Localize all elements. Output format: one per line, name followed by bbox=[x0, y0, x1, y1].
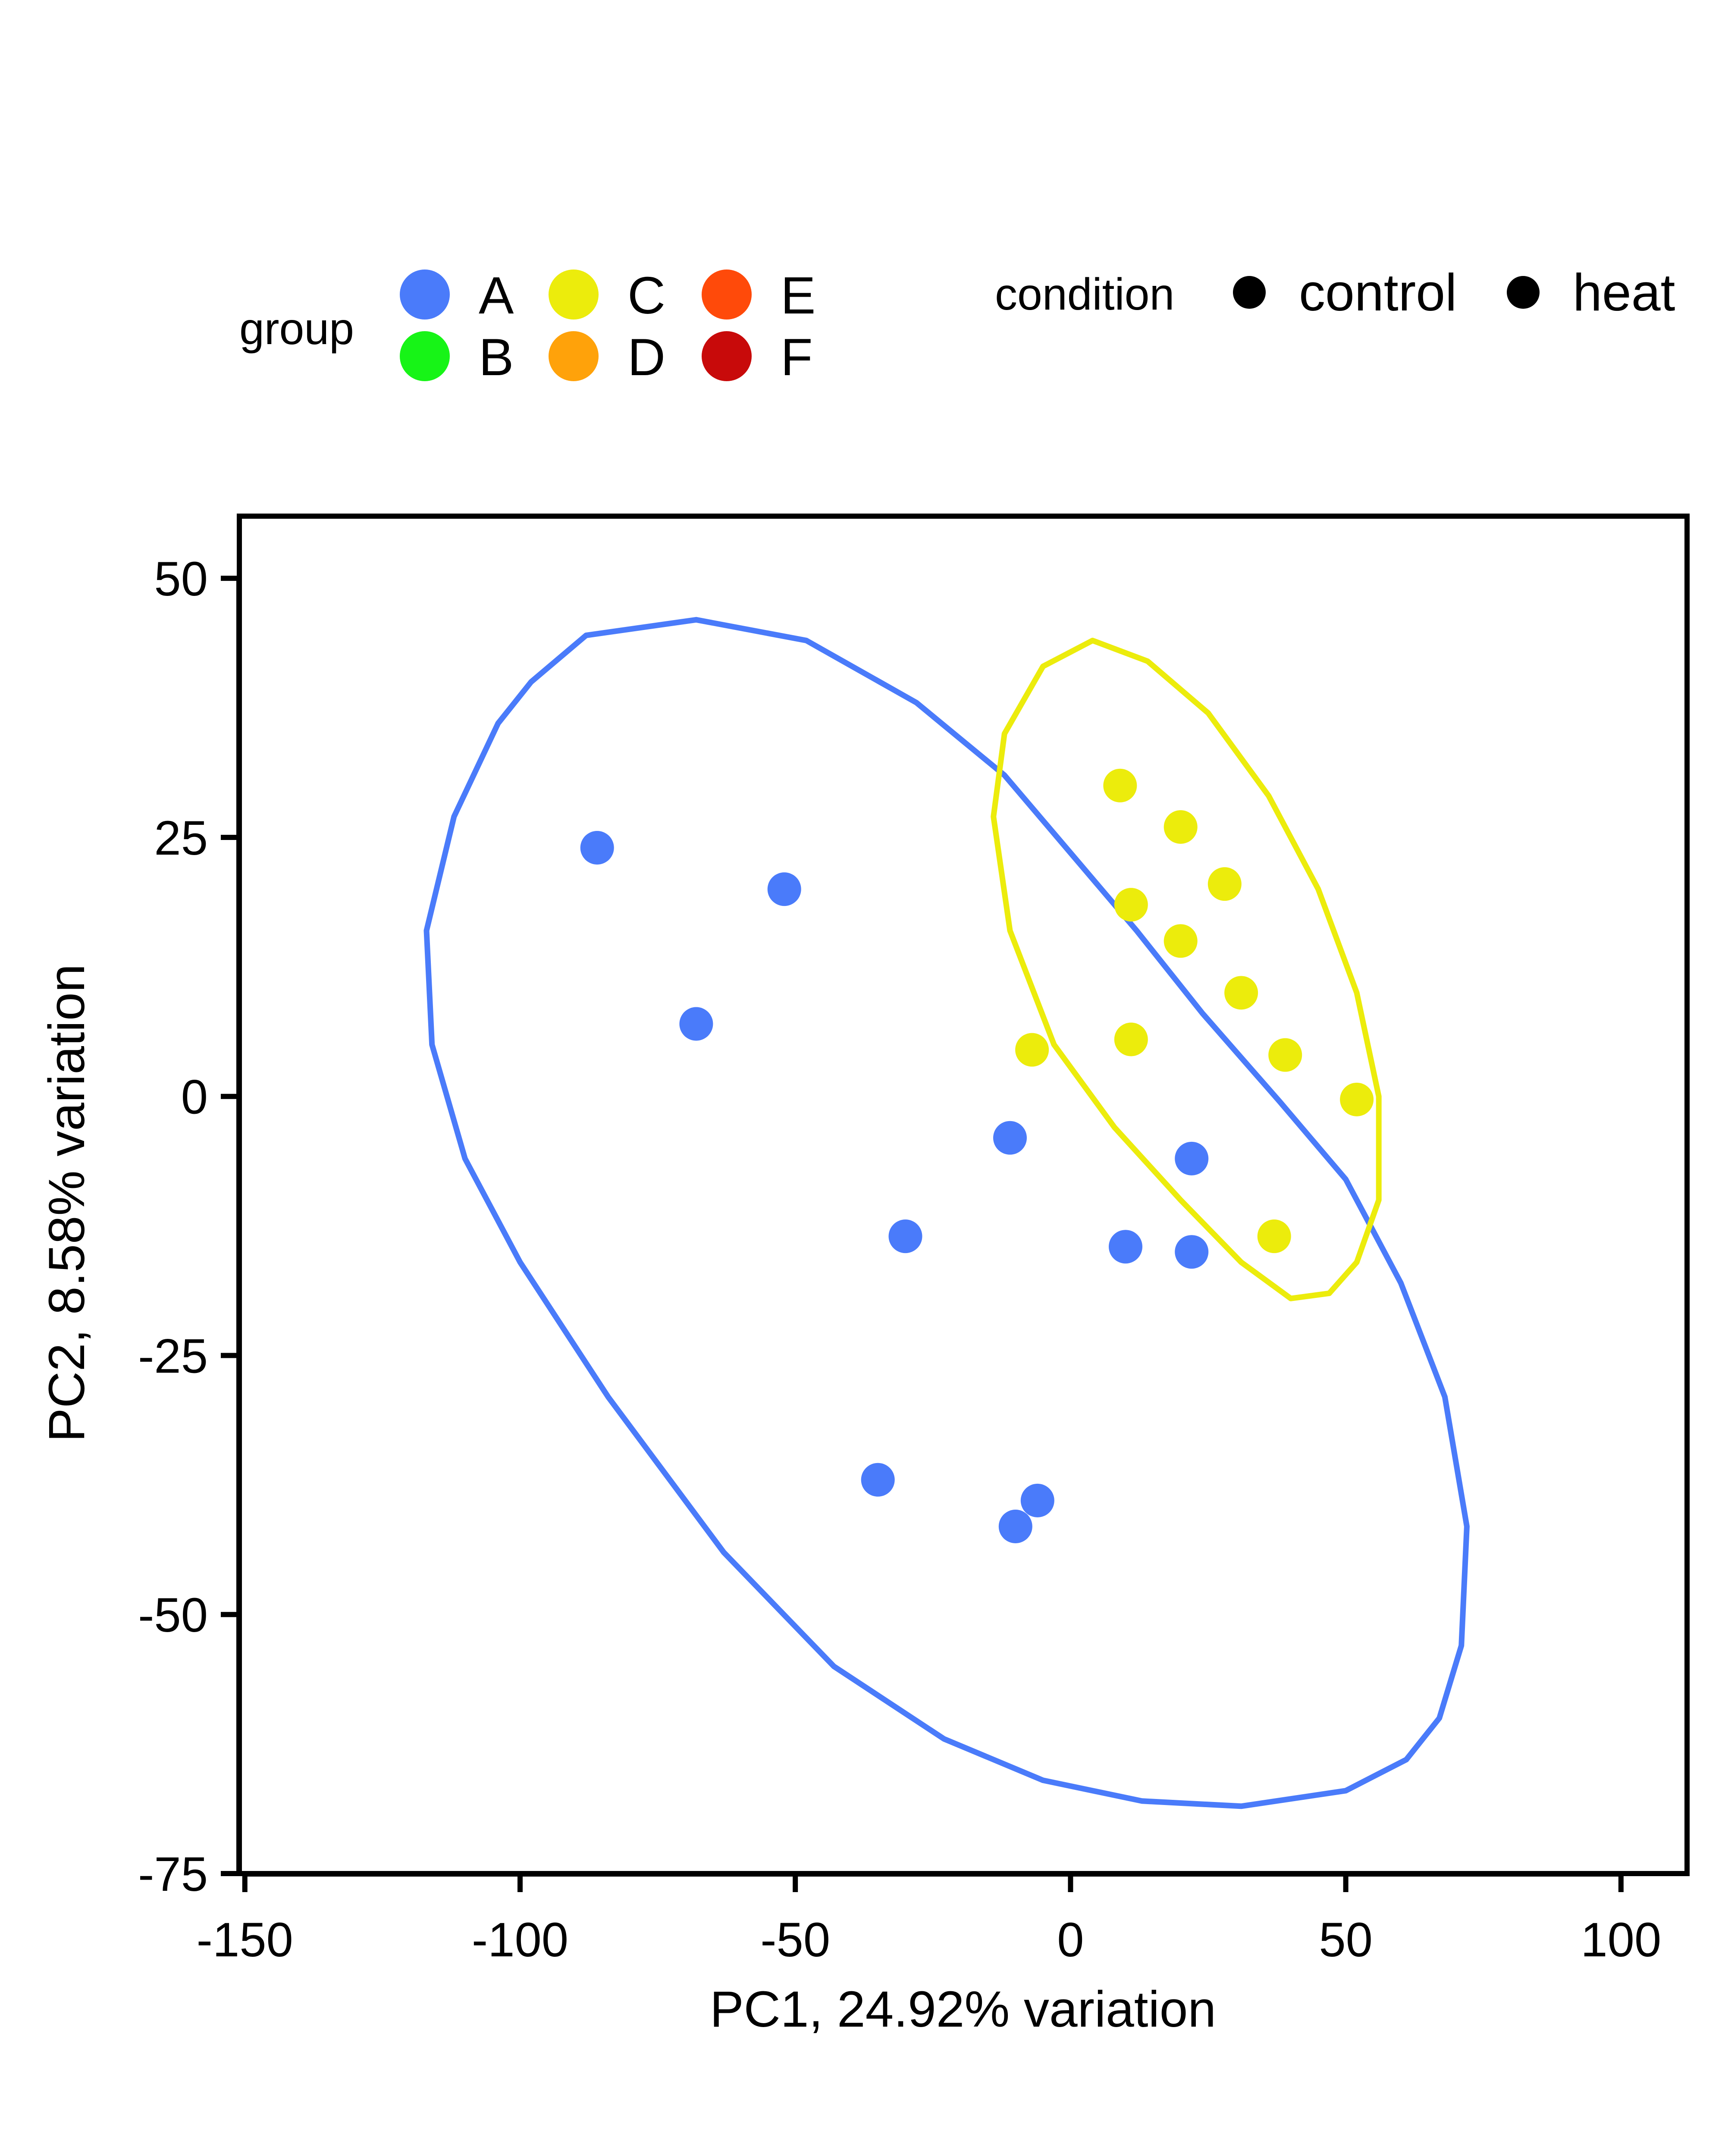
point-group-c-9 bbox=[1268, 1038, 1302, 1072]
x-axis-title: PC1, 24.92% variation bbox=[710, 1981, 1216, 2038]
legend-label-b: B bbox=[479, 328, 514, 386]
point-group-a-11 bbox=[998, 1510, 1032, 1543]
plot-area bbox=[237, 514, 1690, 1876]
point-group-c-8 bbox=[1114, 1022, 1148, 1056]
x-tick-label: -150 bbox=[197, 1913, 293, 1967]
y-axis-title: PC2, 8.58% variation bbox=[38, 964, 95, 1442]
point-group-c-6 bbox=[1224, 976, 1258, 1010]
legend-key-e bbox=[702, 270, 752, 320]
legend-label-heat: heat bbox=[1573, 263, 1675, 322]
point-group-a-6 bbox=[888, 1219, 922, 1253]
legend-label-e: E bbox=[781, 266, 815, 325]
y-tick-label: 50 bbox=[154, 552, 208, 606]
legend-key-control bbox=[1233, 276, 1266, 309]
y-tick-label: 0 bbox=[181, 1070, 208, 1124]
legend-group-title: group bbox=[239, 304, 354, 354]
legend-label-a: A bbox=[479, 266, 514, 325]
y-tick-label: 25 bbox=[154, 811, 208, 865]
legend-label-d: D bbox=[627, 328, 665, 386]
ellipse-group-a bbox=[423, 617, 1470, 1809]
legend-key-a bbox=[400, 270, 450, 320]
x-axis: -150 -100 -50 0 50 100 bbox=[197, 1871, 1661, 1967]
data-points bbox=[580, 768, 1374, 1543]
point-group-c-2 bbox=[1164, 810, 1198, 844]
point-group-c-5 bbox=[1164, 924, 1198, 958]
point-group-a-3 bbox=[679, 1007, 713, 1041]
legend-key-f bbox=[702, 331, 752, 381]
plot-frame bbox=[237, 514, 1690, 1876]
x-tick-label: -50 bbox=[760, 1913, 830, 1967]
x-tick-label: -100 bbox=[472, 1913, 568, 1967]
legend-key-c bbox=[549, 270, 599, 320]
legend-key-d bbox=[549, 331, 599, 381]
legend: group AB CD EF condition control heat bbox=[239, 263, 1675, 386]
point-group-c-10 bbox=[1340, 1082, 1374, 1116]
point-group-c-11 bbox=[1257, 1219, 1291, 1253]
x-tick-label: 50 bbox=[1319, 1913, 1373, 1967]
y-tick-label: -25 bbox=[138, 1329, 208, 1383]
y-tick-label: -50 bbox=[138, 1588, 208, 1642]
point-group-c-7 bbox=[1015, 1033, 1049, 1067]
x-tick-label: 100 bbox=[1581, 1913, 1661, 1967]
legend-label-control: control bbox=[1299, 263, 1457, 322]
point-group-a-9 bbox=[861, 1463, 895, 1497]
legend-label-c: C bbox=[627, 266, 665, 325]
legend-label-f: F bbox=[781, 328, 813, 386]
point-group-a-4 bbox=[993, 1121, 1027, 1155]
point-group-a-1 bbox=[580, 831, 614, 865]
point-group-a-2 bbox=[767, 872, 801, 906]
y-axis: 50 25 0 -25 -50 -75 bbox=[138, 552, 242, 1901]
point-group-c-4 bbox=[1114, 888, 1148, 922]
ellipse-group-c bbox=[991, 637, 1382, 1301]
x-tick-label: 0 bbox=[1057, 1913, 1084, 1967]
legend-key-b bbox=[400, 331, 450, 381]
confidence-ellipses bbox=[423, 617, 1470, 1809]
point-group-c-1 bbox=[1103, 768, 1137, 802]
y-tick-label: -75 bbox=[138, 1847, 208, 1901]
point-group-a-5 bbox=[1175, 1141, 1209, 1175]
legend-condition-title: condition bbox=[995, 270, 1174, 320]
point-group-a-7 bbox=[1109, 1230, 1142, 1264]
point-group-a-10 bbox=[1020, 1483, 1054, 1517]
legend-key-heat bbox=[1507, 276, 1540, 309]
point-group-c-3 bbox=[1208, 867, 1242, 901]
point-group-a-8 bbox=[1175, 1235, 1209, 1269]
legend-groups: AB CD EF bbox=[400, 266, 815, 386]
legend-conditions: control heat bbox=[1233, 263, 1675, 322]
